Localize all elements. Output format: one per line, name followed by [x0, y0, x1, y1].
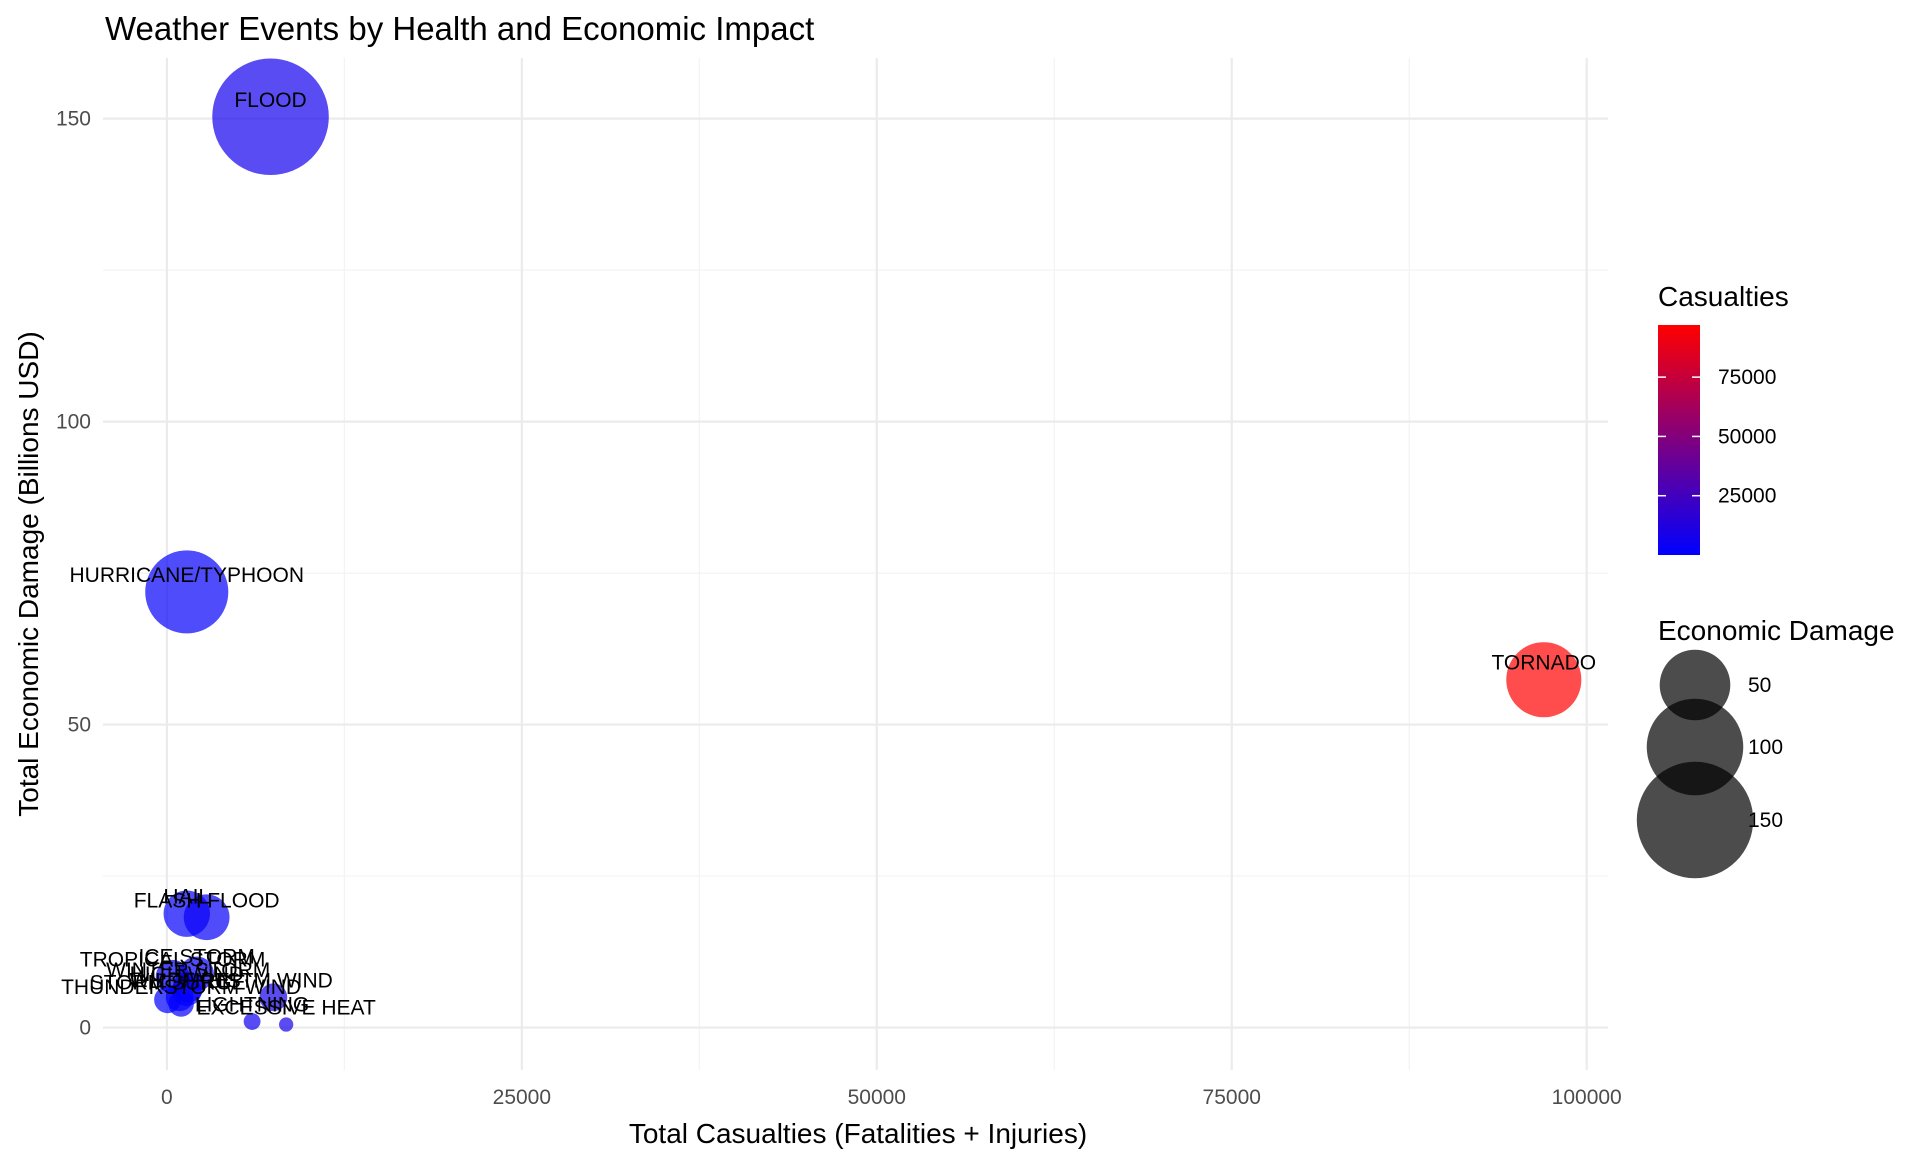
colorbar-tick-label: 75000	[1718, 366, 1776, 389]
x-axis-ticks: 0 25000 50000 75000 100000	[161, 1086, 1622, 1109]
size-legend-circle	[1636, 761, 1754, 879]
point-label: THUNDERSTORM WIND	[61, 976, 301, 999]
data-points	[145, 58, 1582, 1032]
data-point	[183, 894, 230, 941]
point-label: TROPICAL STORM	[80, 949, 266, 972]
size-legend-label: 50	[1748, 674, 1771, 697]
y-axis-title: Total Economic Damage (Billions USD)	[13, 331, 44, 817]
point-label: FLASH FLOOD	[134, 889, 280, 912]
data-point	[168, 991, 194, 1017]
x-tick-label: 75000	[1203, 1086, 1261, 1109]
point-label: WILDFIRE	[129, 969, 229, 992]
point-label: EXCESSIVE HEAT	[196, 997, 376, 1020]
y-tick-label: 0	[79, 1017, 91, 1040]
plot-grid	[103, 58, 1608, 1070]
data-point	[243, 1013, 261, 1030]
data-point	[279, 1017, 294, 1032]
data-point	[212, 58, 329, 176]
point-label: WINTER STORM	[106, 959, 270, 982]
y-axis-ticks: 0 50 100 150	[56, 108, 91, 1040]
colorbar-tick-label: 50000	[1718, 425, 1776, 448]
size-legend-title: Economic Damage	[1658, 615, 1895, 646]
y-tick-label: 50	[68, 714, 91, 737]
chart-title: Weather Events by Health and Economic Im…	[105, 10, 814, 47]
point-label: TSTM WIND	[214, 969, 333, 992]
color-legend: Casualties 25000 50000 75000	[1658, 281, 1789, 555]
data-point	[259, 983, 288, 1012]
y-tick-label: 100	[56, 411, 91, 434]
data-point	[145, 550, 229, 634]
point-label: HAIL	[163, 886, 210, 909]
size-legend-label: 100	[1748, 736, 1783, 759]
point-label: FLOOD	[234, 89, 306, 112]
point-label: STORM SURGE	[90, 972, 246, 995]
point-label: TORNADO	[1491, 652, 1596, 675]
point-label: LIGHTNING	[195, 994, 309, 1017]
data-point	[1506, 642, 1582, 718]
colorbar	[1658, 325, 1700, 555]
color-legend-title: Casualties	[1658, 281, 1789, 312]
size-legend: Economic Damage 50 100 150	[1636, 615, 1895, 879]
x-tick-label: 0	[161, 1086, 173, 1109]
x-tick-label: 50000	[848, 1086, 906, 1109]
point-label: HIGH WIND	[130, 963, 244, 986]
x-axis-title: Total Casualties (Fatalities + Injuries)	[629, 1118, 1087, 1149]
x-tick-label: 25000	[493, 1086, 551, 1109]
point-label: ICE STORM	[139, 946, 255, 969]
colorbar-tick-label: 25000	[1718, 485, 1776, 508]
point-label: HURRICANE/TYPHOON	[70, 564, 305, 587]
y-tick-label: 150	[56, 108, 91, 131]
size-legend-label: 150	[1748, 809, 1783, 832]
x-tick-label: 100000	[1552, 1086, 1622, 1109]
